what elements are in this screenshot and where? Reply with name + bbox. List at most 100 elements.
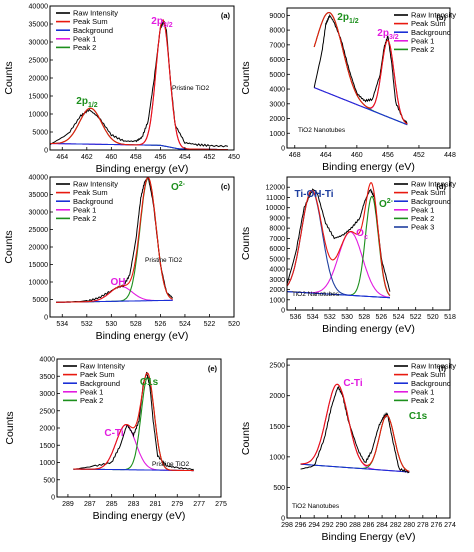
x-tick-label: 282 [390,522,402,529]
y-tick-label: 8000 [269,28,285,35]
y-axis-label: Counts [240,227,252,260]
sample-label-c: Pristine TiO2 [145,257,183,264]
x-tick-label: 292 [322,522,334,529]
label-2p3-2-script: 3/2 [163,22,173,29]
x-tick-label: 452 [204,154,216,161]
y-tick-label: 500 [43,477,55,484]
legend-entry: Raw Intensity [80,362,125,371]
label-c1s-e-base: C1s [140,377,159,388]
y-tick-label: 1000 [39,460,55,467]
plot-frame [286,7,451,149]
panel-tag: (d) [436,182,446,191]
label-o2-d-base: O [379,199,387,210]
y-tick-label: 5000 [32,130,48,137]
legend-entry: Peak 1 [411,387,434,396]
y-tick-label: 4000 [269,267,285,274]
y-tick-label: 7000 [269,236,285,243]
y-tick-label: 20000 [29,245,49,252]
label-cti-f: C-Ti [343,378,362,389]
y-tick-label: 6000 [269,246,285,253]
legend-entry: Peak 2 [73,214,96,223]
y-tick-label: 0 [51,495,55,502]
y-tick-label: 20000 [29,76,49,83]
y-tick-label: 6000 [269,57,285,64]
y-tick-label: 4000 [269,87,285,94]
x-tick-label: 524 [179,321,191,328]
label-2p3-2: 2p3/2 [151,16,173,29]
x-tick-label: 281 [150,501,162,508]
x-tick-label: 276 [431,522,443,529]
legend-entry: Peak Sum [411,188,446,197]
legend-entry: Peak 2 [411,45,434,54]
y-tick-label: 2500 [39,408,55,415]
y-tick-label: 35000 [29,192,49,199]
y-axis-label: Counts [240,61,252,94]
x-tick-label: 288 [349,522,361,529]
y-tick-label: 500 [273,485,285,492]
series-peak-sum [313,11,408,125]
label-oh-c-base: OH [111,277,126,288]
x-tick-label: 520 [228,321,240,328]
y-tick-label: 1000 [269,297,285,304]
plot-area [300,383,410,474]
x-tick-label: 532 [81,321,93,328]
legend-entry: Peak 1 [411,205,434,214]
x-tick-label: 290 [335,522,347,529]
x-tick-label: 454 [179,154,191,161]
label-c1s-e: C1s [140,377,159,388]
label-2p1-2-script: 1/2 [88,102,98,109]
x-tick-label: 530 [105,321,117,328]
label-cti-e-base: C-Ti [104,428,123,439]
legend-entry: Peak 1 [73,34,96,43]
series-raw-intensity [313,13,408,124]
legend-entry: Peak 1 [80,387,103,396]
y-tick-label: 2500 [269,363,285,370]
y-tick-label: 10000 [266,205,286,212]
x-tick-label: 468 [289,152,301,159]
y-tick-label: 0 [281,308,285,315]
y-tick-label: 0 [44,148,48,155]
x-tick-label: 284 [376,522,388,529]
panel-c: 534 532 530 528 526 524 522 520 0 5000 10000 15000 2… [3,175,240,343]
y-tick-label: 8000 [269,226,285,233]
legend-entry: Peak 2 [80,396,103,405]
x-tick-label: 285 [106,501,118,508]
label-oc-d: Oc [356,228,368,241]
y-tick-label: 25000 [29,58,49,65]
x-tick-label: 534 [56,321,68,328]
x-tick-label: 532 [324,314,336,321]
y-tick-label: 7000 [269,42,285,49]
y-tick-label: 3000 [269,101,285,108]
panel-tag: (c) [221,182,231,191]
x-tick-label: 530 [341,314,353,321]
panel-d: 536 534 532 530 528 526 524 522 520 518 0 1000 2000 3… [240,176,456,335]
series-peak-sum [56,177,173,303]
series-peak-sum [73,372,194,472]
x-tick-label: 279 [171,501,183,508]
y-tick-label: 2000 [39,426,55,433]
legend-entry: Background [80,379,120,388]
panel-e: 289 287 285 283 281 279 277 275 0 500 1000 1500 2000… [4,357,227,523]
x-tick-label: 522 [204,321,216,328]
legend-entry: Peak Sum [411,19,446,28]
x-tick-label: 522 [410,314,422,321]
x-tick-label: 278 [417,522,429,529]
x-axis-label: Binding energy (eV) [96,163,189,175]
y-tick-label: 3500 [39,374,55,381]
y-tick-label: 0 [281,146,285,153]
plot-area [313,11,408,126]
label-oc-d-script: c [364,234,368,241]
label-2p3-2-b-base: 2p [377,28,389,39]
y-tick-label: 2000 [269,287,285,294]
label-2p3-2-b-script: 3/2 [389,34,399,41]
legend-entry: Background [73,26,113,35]
series-background [287,291,390,299]
label-cti-e: C-Ti [104,428,123,439]
panel-b: 468 464 460 456 452 448 0 1000 2000 3000 4000 5000 6… [240,7,456,173]
panel-tag: (b) [436,13,446,22]
y-tick-label: 5000 [269,256,285,263]
panel-f: 298 296 294 292 290 288 286 284 282 280 278 276 274 0… [240,358,456,543]
x-tick-label: 518 [444,314,456,321]
y-tick-label: 10000 [29,112,49,119]
